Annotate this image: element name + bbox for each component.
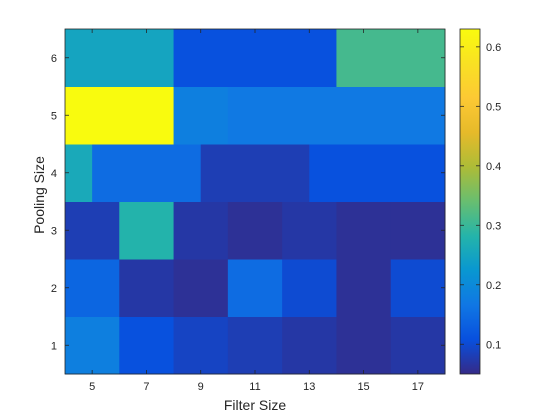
heatmap-cell <box>227 86 446 145</box>
colorbar-tick-label: 0.3 <box>486 220 501 232</box>
heatmap-cell <box>227 201 283 260</box>
heatmap-cell <box>173 316 229 375</box>
heatmap-cell <box>227 259 283 317</box>
heatmap-cell <box>282 316 337 375</box>
colorbar-tick-label: 0.4 <box>486 161 501 173</box>
heatmap-cell <box>173 259 229 317</box>
y-tick-label: 5 <box>51 110 57 122</box>
y-tick-label: 1 <box>51 340 57 352</box>
colorbar-tick-label: 0.5 <box>486 101 501 113</box>
heatmap-cell <box>65 29 175 87</box>
colorbar-tick-label: 0.2 <box>486 280 501 292</box>
heatmap-cell <box>336 201 392 260</box>
y-tick-label: 3 <box>51 225 57 237</box>
heatmap-cell <box>309 144 446 202</box>
y-tick-label: 4 <box>51 168 57 180</box>
heatmap-cell <box>227 316 283 375</box>
heatmap-cell <box>173 201 229 260</box>
x-tick-label: 17 <box>412 381 424 393</box>
x-tick-label: 5 <box>89 381 95 393</box>
heatmap-cell <box>65 259 120 317</box>
x-axis-ticks: 5 7 9 11 13 15 17 <box>89 29 424 393</box>
heatmap-cell <box>390 201 446 260</box>
x-tick-label: 15 <box>357 381 369 393</box>
heatmap-cell <box>200 144 310 202</box>
heatmap-cell <box>119 316 175 375</box>
heatmap-cell <box>390 316 446 375</box>
heatmap-cell <box>336 29 446 87</box>
heatmap-cell <box>119 201 175 260</box>
x-tick-label: 9 <box>198 381 204 393</box>
colorbar-tick-label: 0.1 <box>486 339 501 351</box>
heatmap-cell <box>282 201 337 260</box>
colorbar <box>459 28 481 375</box>
x-axis-label: Filter Size <box>224 397 286 413</box>
x-tick-label: 7 <box>143 381 149 393</box>
y-axis-ticks: 1 2 3 4 5 6 <box>51 53 445 352</box>
heatmap-cell <box>119 259 175 317</box>
heatmap-cell <box>282 259 337 317</box>
heatmap-cells <box>65 29 446 375</box>
colorbar-tick-label: 0.6 <box>486 42 501 54</box>
heatmap-cell <box>65 316 120 375</box>
heatmap-cell <box>92 144 202 202</box>
y-tick-label: 2 <box>51 283 57 295</box>
heatmap-cell <box>336 259 392 317</box>
heatmap-cell <box>65 86 175 145</box>
y-axis-label: Pooling Size <box>31 156 47 234</box>
heatmap-cell <box>173 86 229 145</box>
heatmap-cell <box>65 201 120 260</box>
x-tick-label: 13 <box>303 381 315 393</box>
heatmap-cell <box>173 29 337 87</box>
colorbar-ticks: 0.1 0.2 0.3 0.4 0.5 0.6 <box>460 42 501 351</box>
x-tick-label: 11 <box>249 381 260 393</box>
y-tick-label: 6 <box>51 53 57 65</box>
heatmap-cell <box>336 316 392 375</box>
heatmap-cell <box>65 144 93 202</box>
heatmap-cell <box>390 259 446 317</box>
